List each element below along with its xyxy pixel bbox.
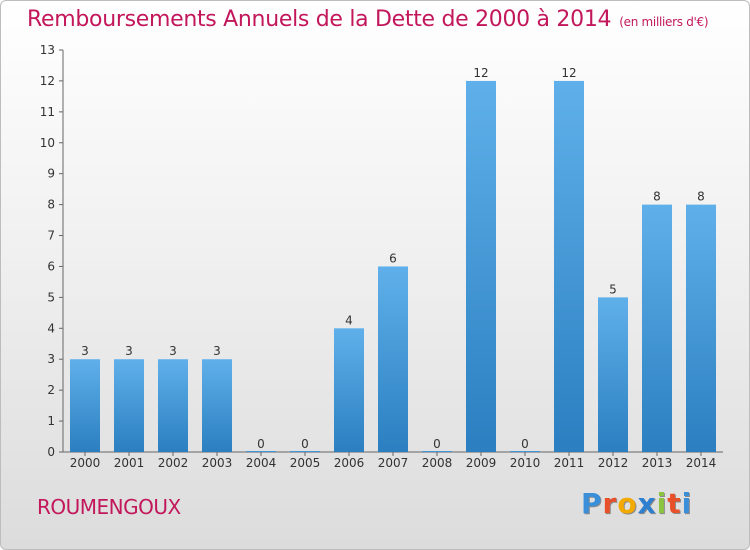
x-tick-label: 2012 bbox=[598, 456, 629, 470]
y-tick-label: 3 bbox=[47, 352, 55, 366]
bar bbox=[510, 451, 540, 452]
x-tick-label: 2005 bbox=[290, 456, 321, 470]
y-tick-label: 6 bbox=[47, 259, 55, 273]
data-label: 6 bbox=[389, 251, 397, 265]
bar bbox=[70, 359, 100, 452]
data-label: 3 bbox=[213, 344, 221, 358]
y-tick-label: 8 bbox=[47, 198, 55, 212]
logo-letter: x bbox=[637, 487, 657, 520]
data-label: 5 bbox=[609, 282, 617, 296]
chart-title-text: Remboursements Annuels de la Dette de 20… bbox=[27, 7, 612, 32]
x-tick-label: 2003 bbox=[202, 456, 233, 470]
logo-letter: i bbox=[656, 487, 668, 520]
logo-letter: o bbox=[617, 487, 638, 520]
y-tick-label: 5 bbox=[47, 290, 55, 304]
bar bbox=[598, 297, 628, 452]
data-label: 3 bbox=[125, 344, 133, 358]
data-label: 12 bbox=[561, 66, 576, 80]
logo-letter: r bbox=[602, 487, 618, 520]
x-tick-label: 2009 bbox=[466, 456, 497, 470]
x-tick-label: 2004 bbox=[246, 456, 277, 470]
bar bbox=[246, 451, 276, 452]
data-label: 8 bbox=[653, 190, 661, 204]
y-tick-label: 2 bbox=[47, 383, 55, 397]
y-tick-label: 0 bbox=[47, 445, 55, 459]
y-tick-label: 13 bbox=[40, 43, 55, 57]
x-tick-label: 2008 bbox=[422, 456, 453, 470]
x-tick-label: 2007 bbox=[378, 456, 409, 470]
bar bbox=[114, 359, 144, 452]
logo-letter: P bbox=[581, 487, 603, 520]
logo-letter: i bbox=[681, 487, 693, 520]
data-label: 8 bbox=[697, 190, 705, 204]
x-tick-label: 2000 bbox=[70, 456, 101, 470]
y-tick-label: 7 bbox=[47, 229, 55, 243]
logo-letter: t bbox=[667, 487, 682, 520]
bar bbox=[378, 266, 408, 452]
bar bbox=[554, 80, 584, 452]
data-label: 0 bbox=[433, 437, 441, 451]
bar bbox=[202, 359, 232, 452]
y-tick-label: 12 bbox=[40, 74, 55, 88]
y-tick-label: 1 bbox=[47, 414, 55, 428]
x-tick-label: 2013 bbox=[642, 456, 673, 470]
y-tick-label: 9 bbox=[47, 167, 55, 181]
y-tick-label: 11 bbox=[40, 105, 55, 119]
bar bbox=[686, 204, 716, 452]
bar bbox=[422, 451, 452, 452]
bar bbox=[290, 451, 320, 452]
data-label: 3 bbox=[169, 344, 177, 358]
data-label: 3 bbox=[81, 344, 89, 358]
y-tick-label: 4 bbox=[47, 321, 55, 335]
data-label: 0 bbox=[257, 437, 265, 451]
chart-title: Remboursements Annuels de la Dette de 20… bbox=[27, 7, 709, 32]
proxiti-logo: Proxiti bbox=[581, 487, 692, 520]
bar bbox=[466, 80, 496, 452]
commune-name: ROUMENGOUX bbox=[37, 495, 181, 519]
data-label: 0 bbox=[301, 437, 309, 451]
x-tick-label: 2010 bbox=[510, 456, 541, 470]
x-tick-label: 2011 bbox=[554, 456, 585, 470]
data-label: 0 bbox=[521, 437, 529, 451]
data-label: 4 bbox=[345, 313, 353, 327]
x-tick-label: 2001 bbox=[114, 456, 145, 470]
bar bbox=[334, 328, 364, 452]
data-label: 12 bbox=[473, 66, 488, 80]
x-tick-label: 2014 bbox=[686, 456, 717, 470]
x-tick-label: 2006 bbox=[334, 456, 365, 470]
y-tick-label: 10 bbox=[40, 136, 55, 150]
unit-label: (en milliers d'€) bbox=[619, 15, 709, 29]
x-tick-label: 2002 bbox=[158, 456, 189, 470]
bar bbox=[642, 204, 672, 452]
bar bbox=[158, 359, 188, 452]
